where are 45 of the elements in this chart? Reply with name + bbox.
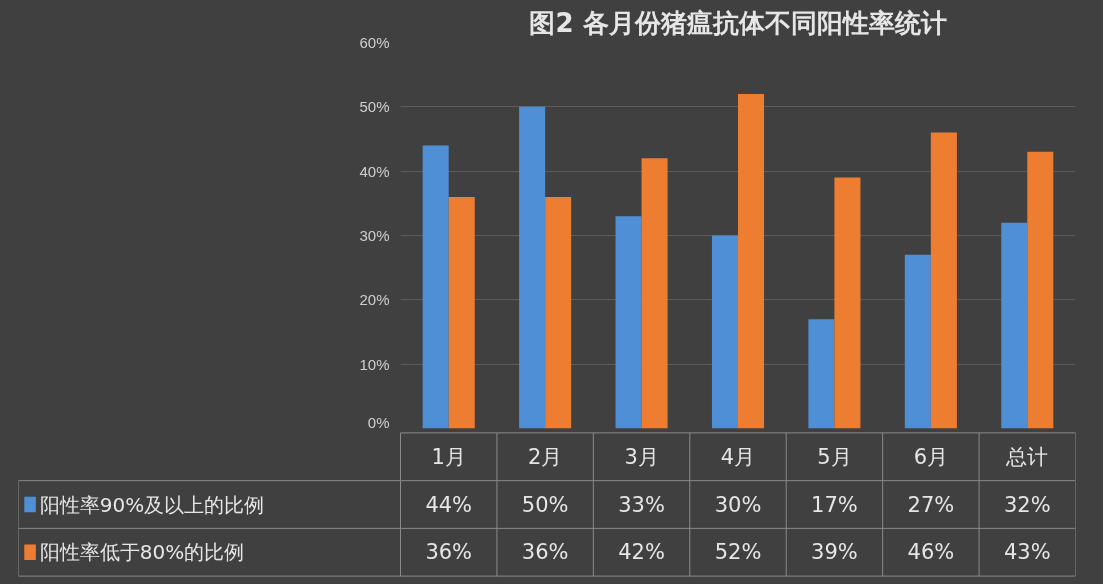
bar <box>615 216 642 429</box>
x-tick-label: 1月 <box>431 444 466 469</box>
data-label: 43% <box>1003 540 1051 565</box>
y-tick-label: 60% <box>359 34 390 51</box>
data-label: 46% <box>907 540 955 565</box>
x-tick-label: 6月 <box>913 444 949 469</box>
x-tick-label: 2月 <box>527 444 563 469</box>
bar <box>1027 151 1054 429</box>
legend-label: 阳性率低于80%的比例 <box>39 540 245 565</box>
bar <box>545 196 572 429</box>
chart-title: 图2 各月份猪瘟抗体不同阳性率统计 <box>529 7 947 38</box>
bar <box>808 319 835 429</box>
data-label: 17% <box>811 492 858 517</box>
bar <box>1001 222 1028 429</box>
bar <box>448 196 475 429</box>
bar <box>711 235 738 429</box>
y-tick-label: 30% <box>359 227 390 244</box>
bar <box>641 158 668 429</box>
data-label: 44% <box>425 492 473 517</box>
data-label: 32% <box>1003 492 1051 517</box>
bar <box>738 93 765 429</box>
data-label: 42% <box>618 540 665 565</box>
data-label: 36% <box>425 540 473 565</box>
y-tick-label: 0% <box>367 413 390 431</box>
x-tick-label: 3月 <box>624 444 659 469</box>
data-label: 50% <box>521 492 569 517</box>
data-label: 27% <box>907 492 955 517</box>
x-tick-label: 5月 <box>817 444 852 469</box>
bar <box>519 106 546 429</box>
data-label: 39% <box>811 540 858 565</box>
y-tick-label: 40% <box>359 162 390 180</box>
data-label: 36% <box>521 540 569 565</box>
data-label: 52% <box>714 540 762 565</box>
y-tick-label: 50% <box>359 98 390 116</box>
x-tick-label: 总计 <box>1005 444 1049 469</box>
legend-label: 阳性率90%及以上的比例 <box>39 492 265 517</box>
data-label: 30% <box>714 492 762 517</box>
data-label: 33% <box>618 492 665 517</box>
x-tick-label: 4月 <box>720 444 756 469</box>
bar <box>904 254 931 429</box>
y-tick-label: 20% <box>359 291 390 309</box>
bar <box>834 177 861 429</box>
bar <box>422 145 449 429</box>
y-tick-label: 10% <box>359 355 390 373</box>
bar <box>930 132 957 429</box>
